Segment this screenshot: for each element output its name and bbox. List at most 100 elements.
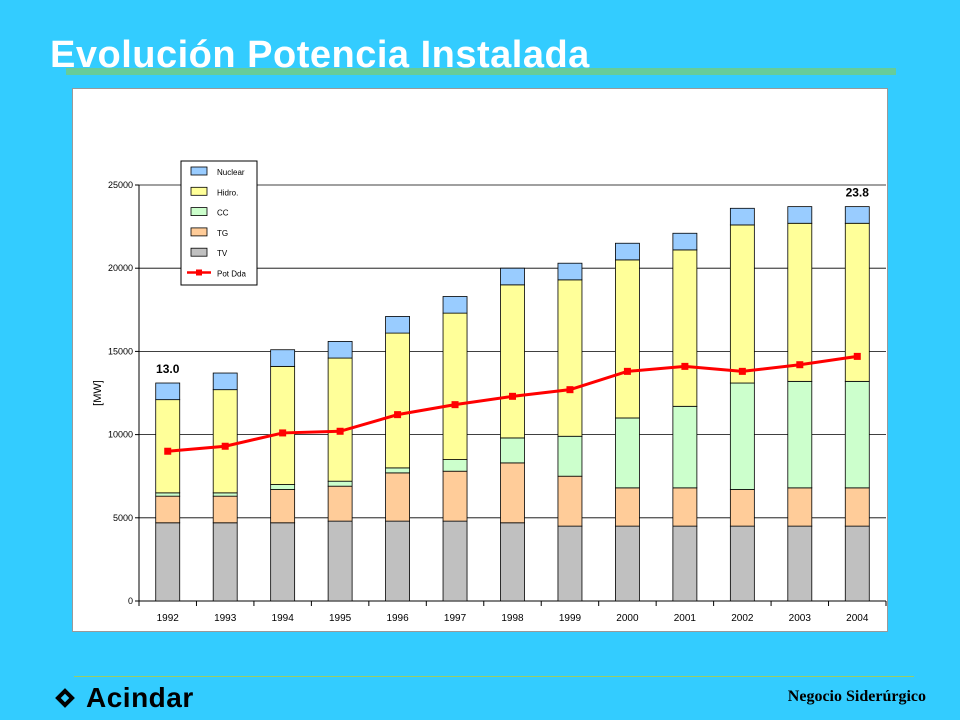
bar-tv-2004 [844, 525, 870, 602]
bar-tv-1993 [212, 522, 238, 602]
marker-pot-dda-2001 [681, 362, 689, 370]
bar-nuclear-2000 [615, 242, 640, 261]
bar-cc-1997 [442, 459, 468, 472]
x-tick-label-1995: 1995 [329, 613, 352, 624]
y-axis-label: [MW] [92, 380, 104, 406]
x-tick-label-2001: 2001 [674, 613, 697, 624]
y-tick-label: 5000 [113, 513, 133, 523]
bar-hidro-2000 [615, 259, 640, 419]
marker-pot-dda-1997 [451, 401, 459, 409]
footer-divider [74, 676, 914, 677]
bar-nuclear-2002 [729, 207, 755, 226]
bar-nuclear-1994 [270, 349, 296, 367]
marker-pot-dda-2004 [853, 352, 861, 360]
bar-nuclear-2004 [844, 206, 870, 224]
bar-tv-1999 [557, 525, 583, 602]
y-tick-label: 20000 [108, 263, 133, 273]
legend-label-cc: CC [217, 209, 229, 218]
x-tick-label-1999: 1999 [559, 613, 582, 624]
legend-marker-pot-dda [196, 269, 202, 276]
bar-cc-1993 [212, 492, 238, 497]
legend-label-nuclear: Nuclear [217, 168, 245, 177]
bar-nuclear-1995 [327, 341, 353, 359]
x-tick-label-1998: 1998 [501, 613, 524, 624]
bar-nuclear-1999 [557, 262, 583, 281]
bar-tv-2000 [615, 525, 640, 602]
bar-hidro-1997 [442, 312, 468, 460]
bar-nuclear-2001 [672, 232, 698, 251]
legend-label-hidro: Hidro. [217, 188, 238, 197]
legend [180, 160, 258, 286]
bar-tg-2003 [787, 487, 813, 527]
marker-pot-dda-1995 [336, 427, 344, 435]
bar-tg-1998 [500, 462, 525, 524]
bar-hidro-1994 [270, 365, 296, 485]
bar-nuclear-1996 [385, 316, 410, 334]
marker-pot-dda-1998 [509, 392, 516, 400]
bar-tg-1992 [155, 495, 181, 524]
legend-swatch-tg [190, 227, 208, 237]
bar-cc-2001 [672, 405, 698, 489]
bar-tg-1995 [327, 485, 353, 522]
x-tick-label-2000: 2000 [616, 613, 639, 624]
bar-cc-1994 [270, 484, 296, 490]
marker-pot-dda-2003 [796, 361, 804, 369]
bar-tv-1996 [385, 520, 410, 602]
x-tick-label-1993: 1993 [214, 613, 237, 624]
marker-pot-dda-2000 [623, 367, 631, 375]
bar-tv-1997 [442, 520, 468, 602]
bar-hidro-1999 [557, 279, 583, 437]
bar-cc-1998 [500, 437, 525, 464]
x-tick-label-2002: 2002 [731, 613, 754, 624]
bar-hidro-2002 [729, 224, 755, 384]
legend-swatch-cc [190, 207, 208, 216]
bar-tv-1994 [270, 522, 296, 602]
bar-tv-1992 [155, 522, 181, 602]
bar-tv-1998 [500, 522, 525, 602]
bar-tg-2004 [844, 487, 870, 527]
x-tick-label-1997: 1997 [444, 613, 467, 624]
marker-pot-dda-1992 [164, 447, 172, 455]
x-tick-label-1992: 1992 [157, 613, 180, 624]
annotation-1992: 13.0 [156, 362, 180, 376]
legend-label-tg: TG [217, 229, 228, 238]
y-tick-label: 15000 [108, 346, 133, 356]
bar-tg-1999 [557, 475, 583, 527]
bar-cc-1992 [155, 492, 181, 497]
bar-tg-2002 [729, 489, 755, 527]
bar-tg-1996 [385, 472, 410, 522]
x-tick-label-2003: 2003 [789, 613, 812, 624]
diamond-icon [55, 688, 75, 708]
x-tick-label-2004: 2004 [846, 613, 869, 624]
legend-label-tv: TV [217, 249, 228, 258]
legend-swatch-hidro [190, 186, 208, 196]
bar-hidro-2004 [844, 222, 870, 382]
bar-hidro-2003 [787, 222, 813, 382]
bar-hidro-1993 [212, 389, 238, 494]
bar-hidro-2001 [672, 249, 698, 407]
y-tick-label: 10000 [108, 430, 133, 440]
bar-cc-1999 [557, 435, 583, 477]
bar-tg-2000 [615, 487, 640, 527]
bar-tv-2003 [787, 525, 813, 602]
bar-nuclear-1998 [500, 267, 525, 286]
bar-tv-1995 [327, 520, 353, 602]
bar-tg-1997 [442, 470, 468, 522]
legend-label-pot-dda: Pot Dda [217, 270, 246, 279]
legend-swatch-nuclear [190, 166, 208, 176]
y-tick-label: 25000 [108, 180, 133, 190]
acindar-logo: Acindar [55, 680, 194, 716]
bar-hidro-1996 [385, 332, 410, 469]
bar-cc-1995 [327, 480, 353, 487]
bar-nuclear-1993 [212, 372, 238, 391]
x-tick-label-1994: 1994 [272, 613, 295, 624]
footer-text: Negocio Siderúrgico [787, 688, 926, 705]
bar-hidro-1992 [155, 399, 181, 494]
bar-tg-1993 [212, 495, 238, 524]
marker-pot-dda-1994 [279, 429, 287, 437]
bar-nuclear-1997 [442, 296, 468, 314]
annotation-2004: 23.8 [846, 186, 870, 200]
bar-nuclear-1992 [155, 382, 181, 401]
y-tick-label: 0 [128, 596, 133, 606]
marker-pot-dda-2002 [738, 367, 746, 375]
